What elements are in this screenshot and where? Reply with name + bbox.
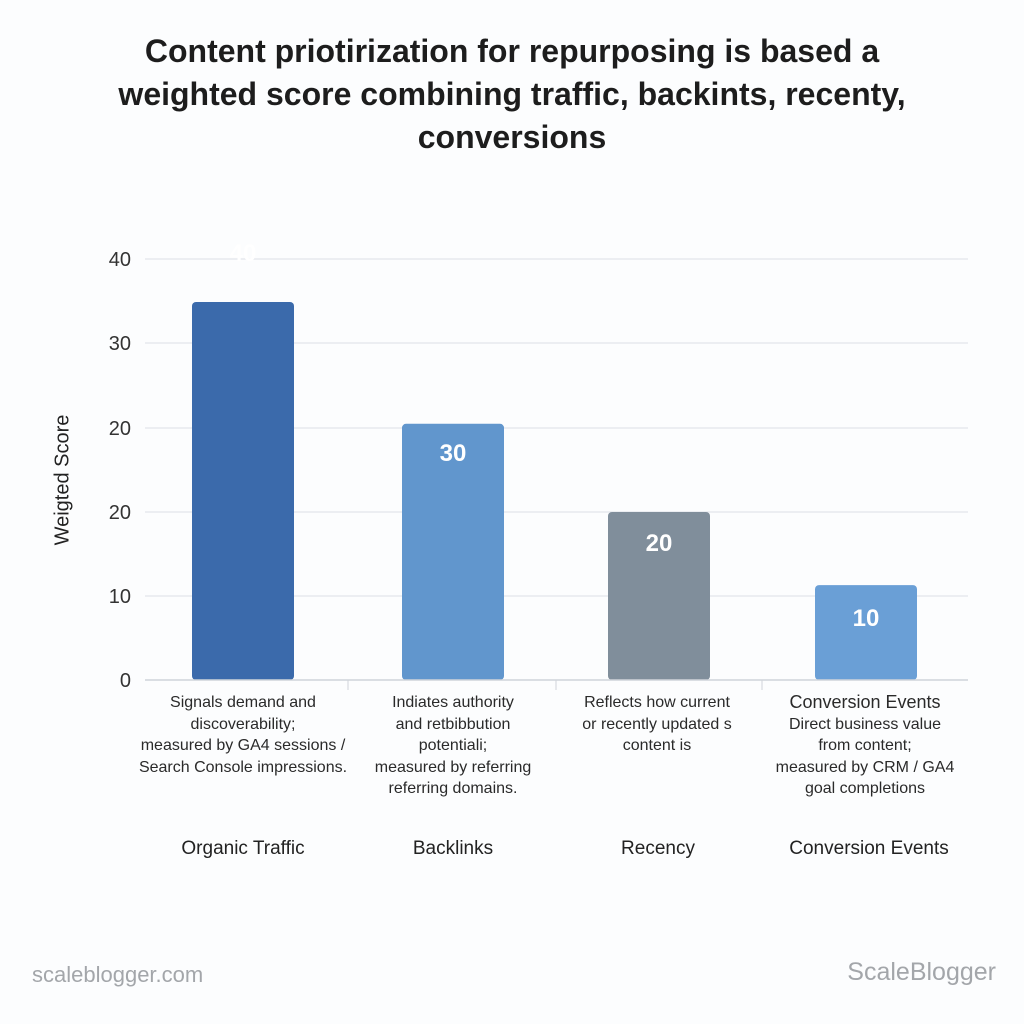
category-label-organic-traffic: Organic Traffic — [181, 838, 305, 859]
description-line: Direct business value — [788, 715, 942, 733]
description-line: Indiates authority — [392, 694, 514, 711]
description-line: Signals demand and — [170, 694, 316, 711]
y-tick-label: 40 — [109, 249, 131, 271]
y-tick-label: 0 — [120, 670, 131, 692]
category-label-backlinks: Backlinks — [412, 838, 494, 859]
description-line: or recently updated s — [582, 715, 732, 733]
chart-title-line-2: weighted score combining traffic, backin… — [118, 76, 906, 112]
description-conversion-events: Conversion Events Direct business value … — [760, 692, 970, 800]
description-line: referring domains. — [388, 780, 518, 797]
y-tick-label: 10 — [109, 586, 131, 608]
y-tick-label: 20 — [109, 502, 131, 524]
bar-conversion-events — [815, 585, 917, 680]
chart-title-line-1: Content priotirization for repurposing i… — [144, 33, 880, 69]
description-organic-traffic: Signals demand and discoverability; meas… — [138, 692, 348, 778]
footer-brand: ScaleBlogger — [847, 958, 996, 986]
description-line: Search Console impressions. — [138, 758, 348, 776]
category-label-recency: Recency — [621, 838, 695, 859]
description-line: measured by GA4 sessions / — [140, 737, 346, 754]
description-line: and retbibbution — [395, 715, 511, 733]
description-line: discoverability; — [190, 715, 296, 733]
description-line: from content; — [818, 737, 912, 754]
category-label-conversion-events: Conversion Events — [789, 838, 949, 859]
bar-value-label: 20 — [646, 530, 673, 557]
y-tick-label: 20 — [109, 418, 131, 440]
description-line: content is — [622, 737, 692, 754]
bar-value-label: 30 — [440, 440, 467, 467]
description-line: measured by CRM / GA4 — [775, 758, 955, 776]
description-line: measured by referring — [374, 758, 532, 776]
description-recency: Reflects how current or recently updated… — [552, 692, 762, 757]
description-line: potentiali; — [418, 737, 488, 754]
bar-organic-traffic — [192, 302, 294, 680]
chart-title: Content priotirization for repurposing i… — [40, 30, 984, 159]
bar-backlinks — [402, 423, 504, 680]
bar-value-label: 40 — [230, 240, 257, 267]
chart-title-line-3: conversions — [417, 119, 607, 155]
footer-url: scaleblogger.com — [32, 962, 204, 987]
description-backlinks: Indiates authority and retbibbution pote… — [348, 692, 558, 800]
bar-recency — [608, 512, 710, 680]
description-heading: Conversion Events — [789, 692, 941, 712]
y-axis-label-text: Weigted Score — [51, 414, 74, 546]
y-tick-label: 30 — [109, 333, 131, 355]
description-line: Reflects how current — [584, 694, 730, 711]
description-line: goal completions — [804, 780, 926, 797]
bar-value-label: 10 — [853, 605, 880, 632]
